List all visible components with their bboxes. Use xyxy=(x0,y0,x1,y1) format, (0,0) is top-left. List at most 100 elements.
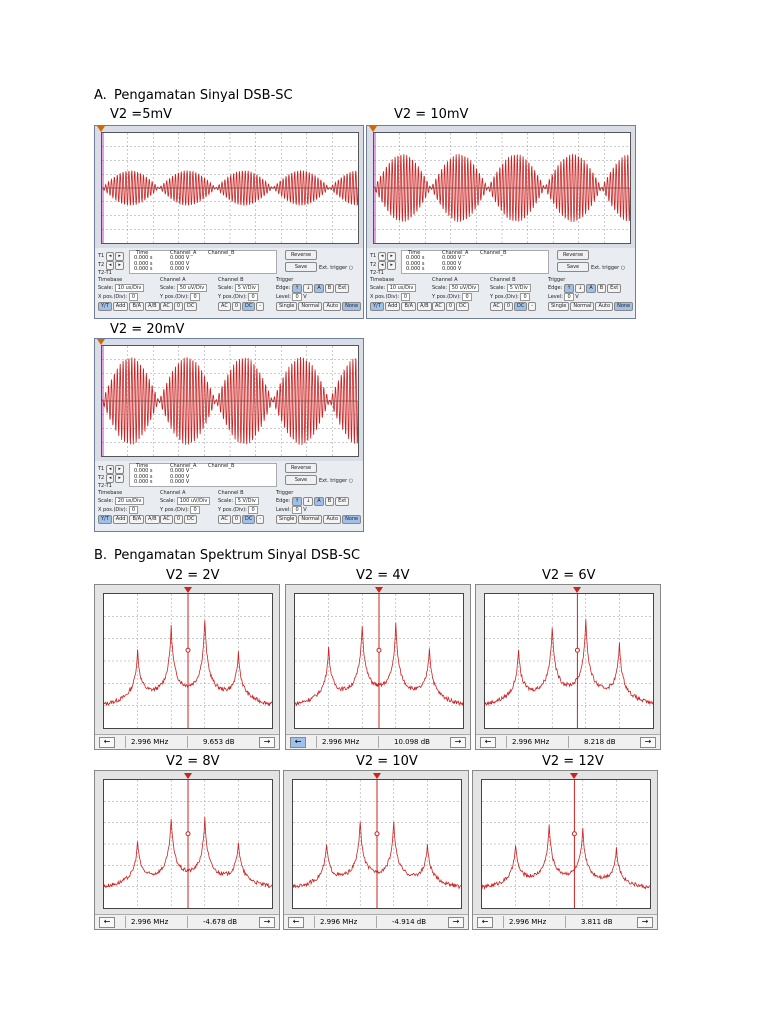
trigger-level-input[interactable]: 0 xyxy=(564,293,574,301)
auto-button[interactable]: Auto xyxy=(323,515,342,524)
reverse-button[interactable]: Reverse xyxy=(285,250,317,260)
marker-handle-icon[interactable] xyxy=(184,587,192,593)
t2-left-arrow-icon[interactable]: ◂ xyxy=(105,261,115,270)
cha-ypos-input[interactable]: 0 xyxy=(190,293,200,301)
edge-b-button[interactable]: B xyxy=(324,284,335,293)
marker-right-arrow-icon[interactable]: → xyxy=(259,917,275,928)
edge-falling-icon[interactable]: ↓ xyxy=(575,284,586,293)
cha-scale-input[interactable]: 50 uV/Div xyxy=(448,284,480,292)
trigger-marker-icon[interactable] xyxy=(97,339,105,345)
ab-button[interactable]: A/B xyxy=(145,515,160,524)
ext-trigger[interactable]: Ext. trigger ○ xyxy=(319,265,354,271)
chb-zero-button[interactable]: 0 xyxy=(503,302,514,311)
auto-button[interactable]: Auto xyxy=(595,302,614,311)
cha-ypos-input[interactable]: 0 xyxy=(190,506,200,514)
trigger-marker-icon[interactable] xyxy=(369,126,377,132)
edge-falling-icon[interactable]: ↓ xyxy=(303,497,314,506)
none-button[interactable]: None xyxy=(614,302,634,311)
xpos-input[interactable]: 0 xyxy=(400,293,411,301)
save-button[interactable]: Save xyxy=(557,262,589,272)
add-button[interactable]: Add xyxy=(384,302,401,311)
edge-ext-button[interactable]: Ext xyxy=(335,497,350,506)
yt-button[interactable]: Y/T xyxy=(370,302,384,311)
add-button[interactable]: Add xyxy=(112,515,129,524)
chb-minus-button[interactable]: - xyxy=(256,515,265,524)
ab-button[interactable]: A/B xyxy=(417,302,432,311)
chb-scale-input[interactable]: 5 V/Div xyxy=(506,284,531,292)
timebase-scale-input[interactable]: 20 us/Div xyxy=(114,497,145,505)
auto-button[interactable]: Auto xyxy=(323,302,342,311)
xpos-input[interactable]: 0 xyxy=(128,293,139,301)
cha-ac-button[interactable]: AC xyxy=(160,302,173,311)
yt-button[interactable]: Y/T xyxy=(98,302,112,311)
edge-b-button[interactable]: B xyxy=(596,284,607,293)
chb-dc-button[interactable]: DC xyxy=(242,302,256,311)
trigger-level-input[interactable]: 0 xyxy=(292,293,302,301)
cha-dc-button[interactable]: DC xyxy=(456,302,470,311)
none-button[interactable]: None xyxy=(342,515,362,524)
chb-ypos-input[interactable]: 0 xyxy=(248,293,258,301)
chb-scale-input[interactable]: 5 V/Div xyxy=(234,497,259,505)
cha-dc-button[interactable]: DC xyxy=(184,515,198,524)
edge-ext-button[interactable]: Ext xyxy=(335,284,350,293)
t2-left-arrow-icon[interactable]: ◂ xyxy=(105,474,115,483)
t1-left-arrow-icon[interactable]: ◂ xyxy=(377,252,387,261)
none-button[interactable]: None xyxy=(342,302,362,311)
ba-button[interactable]: B/A xyxy=(401,302,417,311)
marker-right-arrow-icon[interactable]: → xyxy=(640,737,656,748)
chb-dc-button[interactable]: DC xyxy=(514,302,528,311)
add-button[interactable]: Add xyxy=(112,302,129,311)
edge-a-button[interactable]: A xyxy=(314,284,324,293)
trigger-level-input[interactable]: 0 xyxy=(292,506,302,514)
t2-right-arrow-icon[interactable]: ▸ xyxy=(115,474,124,483)
marker-handle-icon[interactable] xyxy=(570,773,579,779)
edge-falling-icon[interactable]: ↓ xyxy=(303,284,314,293)
marker-handle-icon[interactable] xyxy=(373,773,381,779)
cha-ypos-input[interactable]: 0 xyxy=(462,293,472,301)
ext-trigger[interactable]: Ext. trigger ○ xyxy=(591,265,626,271)
chb-ypos-input[interactable]: 0 xyxy=(520,293,530,301)
marker-right-arrow-icon[interactable]: → xyxy=(637,917,653,928)
cha-ac-button[interactable]: AC xyxy=(432,302,445,311)
timebase-scale-input[interactable]: 10 us/Div xyxy=(114,284,145,292)
marker-handle-icon[interactable] xyxy=(573,587,582,593)
chb-ac-button[interactable]: AC xyxy=(218,302,231,311)
normal-button[interactable]: Normal xyxy=(570,302,595,311)
t1-left-arrow-icon[interactable]: ◂ xyxy=(105,465,115,474)
t1-left-arrow-icon[interactable]: ◂ xyxy=(105,252,115,261)
chb-scale-input[interactable]: 5 V/Div xyxy=(234,284,259,292)
marker-handle-icon[interactable] xyxy=(375,587,383,593)
edge-rising-icon[interactable]: ↑ xyxy=(563,284,575,293)
cha-zero-button[interactable]: 0 xyxy=(445,302,456,311)
reverse-button[interactable]: Reverse xyxy=(557,250,589,260)
edge-b-button[interactable]: B xyxy=(324,497,335,506)
t2-right-arrow-icon[interactable]: ▸ xyxy=(115,261,124,270)
t1-right-arrow-icon[interactable]: ▸ xyxy=(387,252,396,261)
edge-rising-icon[interactable]: ↑ xyxy=(291,497,303,506)
save-button[interactable]: Save xyxy=(285,262,317,272)
cha-dc-button[interactable]: DC xyxy=(184,302,198,311)
cha-scale-input[interactable]: 50 uV/Div xyxy=(176,284,208,292)
chb-ac-button[interactable]: AC xyxy=(218,515,231,524)
timebase-scale-input[interactable]: 10 us/Div xyxy=(386,284,417,292)
t2-right-arrow-icon[interactable]: ▸ xyxy=(387,261,396,270)
trigger-marker-icon[interactable] xyxy=(97,126,105,132)
edge-rising-icon[interactable]: ↑ xyxy=(291,284,303,293)
single-button[interactable]: Single xyxy=(548,302,570,311)
single-button[interactable]: Single xyxy=(276,302,298,311)
t1-right-arrow-icon[interactable]: ▸ xyxy=(115,465,124,474)
ab-button[interactable]: A/B xyxy=(145,302,160,311)
chb-dc-button[interactable]: DC xyxy=(242,515,256,524)
chb-zero-button[interactable]: 0 xyxy=(231,302,242,311)
chb-ypos-input[interactable]: 0 xyxy=(248,506,258,514)
chb-zero-button[interactable]: 0 xyxy=(231,515,242,524)
marker-left-arrow-icon[interactable]: ← xyxy=(288,917,304,928)
normal-button[interactable]: Normal xyxy=(298,515,323,524)
yt-button[interactable]: Y/T xyxy=(98,515,112,524)
marker-handle-icon[interactable] xyxy=(184,773,192,779)
t1-right-arrow-icon[interactable]: ▸ xyxy=(115,252,124,261)
reverse-button[interactable]: Reverse xyxy=(285,463,317,473)
cha-ac-button[interactable]: AC xyxy=(160,515,173,524)
cha-zero-button[interactable]: 0 xyxy=(173,302,184,311)
ba-button[interactable]: B/A xyxy=(129,302,145,311)
